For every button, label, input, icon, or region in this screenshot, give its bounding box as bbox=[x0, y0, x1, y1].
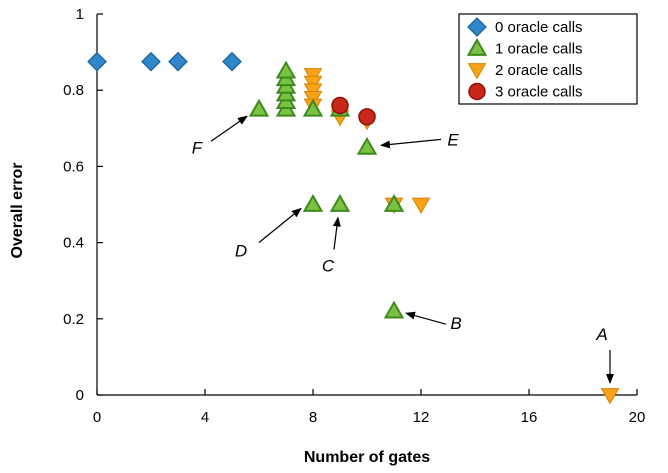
legend-box bbox=[458, 13, 638, 105]
y-tick-label: 0.6 bbox=[63, 158, 84, 175]
data-point-triangle-up bbox=[302, 98, 324, 117]
legend-entry: 2 oracle calls bbox=[495, 62, 583, 79]
data-point-diamond bbox=[87, 51, 107, 72]
y-tick-label: 0 bbox=[76, 387, 84, 404]
y-tick-label: 0.2 bbox=[63, 311, 84, 328]
data-point-diamond bbox=[141, 51, 161, 72]
annotation-label: B bbox=[450, 314, 461, 333]
data-point-circle bbox=[358, 108, 376, 126]
y-tick-label: 0.8 bbox=[63, 82, 84, 99]
data-point-triangle-up bbox=[275, 60, 297, 79]
annotation-label: F bbox=[192, 138, 204, 157]
data-point-triangle-up bbox=[356, 136, 378, 155]
legend-entry: 3 oracle calls bbox=[495, 84, 583, 101]
legend-marker bbox=[467, 17, 487, 37]
legend-entry: 0 oracle calls bbox=[495, 19, 583, 36]
annotation-arrow bbox=[258, 207, 302, 243]
annotation-arrow bbox=[405, 311, 447, 325]
x-axis-title: Number of gates bbox=[304, 449, 430, 466]
annotation-label: C bbox=[322, 257, 335, 276]
annotation-label: E bbox=[447, 130, 459, 149]
x-tick-label: 8 bbox=[309, 409, 317, 426]
annotation-arrow bbox=[332, 216, 341, 250]
legend: 0 oracle calls 1 oracle calls 2 oracle cal… bbox=[458, 13, 638, 105]
annotation-label: D bbox=[235, 242, 247, 261]
x-tick-label: 16 bbox=[521, 409, 538, 426]
x-tick-label: 4 bbox=[201, 409, 209, 426]
data-point-triangle-up bbox=[248, 98, 270, 117]
legend-marker bbox=[467, 63, 487, 80]
data-point-diamond bbox=[222, 51, 242, 72]
annotation-arrow bbox=[210, 115, 248, 142]
legend-marker bbox=[466, 37, 488, 56]
legend-marker bbox=[468, 82, 486, 101]
data-point-diamond bbox=[168, 51, 188, 72]
data-point-triangle-down bbox=[600, 388, 620, 405]
data-point-triangle-up bbox=[383, 300, 405, 319]
data-point-triangle-up bbox=[302, 193, 324, 212]
annotation-arrow bbox=[380, 138, 442, 149]
x-tick-label: 0 bbox=[93, 409, 101, 426]
data-point-triangle-up bbox=[383, 193, 405, 212]
legend-entry: 1 oracle calls bbox=[495, 41, 583, 58]
annotation-label: A bbox=[595, 325, 607, 344]
data-point-triangle-up bbox=[329, 193, 351, 212]
x-tick-label: 20 bbox=[629, 409, 646, 426]
y-tick-label: 0.4 bbox=[63, 235, 84, 252]
y-axis-title: Overall error bbox=[9, 162, 26, 258]
y-tick-label: 1 bbox=[76, 6, 84, 23]
x-tick-label: 12 bbox=[413, 409, 430, 426]
data-point-circle bbox=[331, 96, 349, 115]
data-point-triangle-down bbox=[411, 197, 431, 215]
